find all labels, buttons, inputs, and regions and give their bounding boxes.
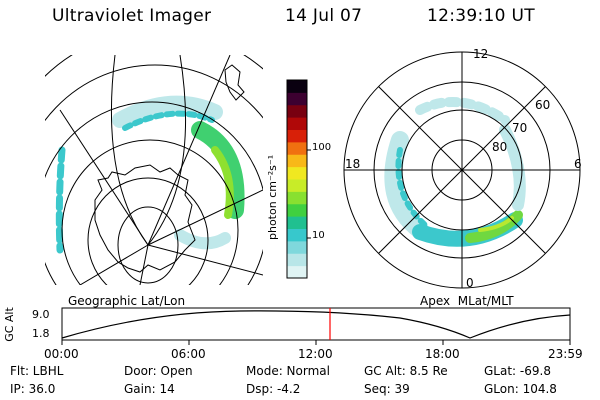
xtick-1800: 18:00 <box>425 347 460 361</box>
info-row1-item: Door: Open <box>124 364 193 378</box>
lat-label-80: 80 <box>492 140 508 154</box>
instrument-title: Ultraviolet Imager <box>52 6 212 26</box>
mlt-label-0: 0 <box>466 276 474 290</box>
xtick-0000: 00:00 <box>44 347 79 361</box>
colorbar-tick-100: 100 <box>312 142 332 153</box>
colorbar-segment <box>287 203 307 217</box>
info-row2-item: Seq: 39 <box>364 382 410 396</box>
apex-label: Apex MLat/MLT <box>420 294 514 308</box>
lat-label-60: 60 <box>535 98 551 112</box>
info-row1-item: GC Alt: 8.5 Re <box>364 364 448 378</box>
colorbar-segment <box>287 166 307 180</box>
colorbar-segment <box>287 216 307 229</box>
colorbar-segment <box>287 253 307 267</box>
info-row2-item: GLon: 104.8 <box>484 382 557 396</box>
auroral-emission-right <box>384 97 526 247</box>
ytick-1: 1.8 <box>32 327 50 340</box>
colorbar-segment <box>287 191 307 205</box>
apex-polar-map <box>343 51 581 289</box>
colorbar-segment <box>287 117 307 130</box>
colorbar-segment <box>287 129 307 143</box>
xtick-2359: 23:59 <box>548 347 583 361</box>
colorbar-segment <box>287 154 307 168</box>
lat-label-70: 70 <box>512 121 528 135</box>
time-label: 12:39:10 UT <box>427 6 535 26</box>
xtick-0600: 06:00 <box>171 347 206 361</box>
info-row1-item: Flt: LBHL <box>10 364 64 378</box>
date-label: 14 Jul 07 <box>285 6 363 26</box>
mlt-label-12: 12 <box>473 47 489 61</box>
geographic-map <box>45 55 263 285</box>
lat-circles <box>45 55 263 285</box>
auroral-emission-left <box>55 95 245 254</box>
colorbar-segment <box>287 104 307 118</box>
mlt-label-18: 18 <box>345 157 361 171</box>
ytick-9: 9.0 <box>32 308 50 321</box>
colorbar-segment <box>287 92 307 106</box>
info-row1-item: Mode: Normal <box>246 364 330 378</box>
colorbar-segment <box>287 179 307 192</box>
mlt-label-6: 6 <box>574 157 582 171</box>
colorbar-segment <box>287 265 307 279</box>
info-row2-item: Dsp: -4.2 <box>246 382 301 396</box>
colorbar-segment <box>287 141 307 155</box>
geographic-label: Geographic Lat/Lon <box>68 294 186 308</box>
altitude-panel <box>61 307 571 345</box>
colorbar-segment <box>287 228 307 242</box>
meridians <box>59 55 263 285</box>
xtick-1200: 12:00 <box>298 347 333 361</box>
colorbar-tick-10: 10 <box>312 230 325 241</box>
altitude-curve <box>61 310 571 339</box>
info-row2-item: IP: 36.0 <box>10 382 56 396</box>
info-row1-item: GLat: -69.8 <box>484 364 551 378</box>
colorbar-title: photon cm⁻²s⁻¹ <box>266 154 279 240</box>
colorbar <box>286 79 311 279</box>
coastline <box>94 164 196 273</box>
altitude-ylabel: GC Alt <box>2 307 16 342</box>
info-row2-item: Gain: 14 <box>124 382 175 396</box>
colorbar-frame <box>286 79 308 279</box>
colorbar-segment <box>287 80 307 93</box>
colorbar-segment <box>287 240 307 254</box>
